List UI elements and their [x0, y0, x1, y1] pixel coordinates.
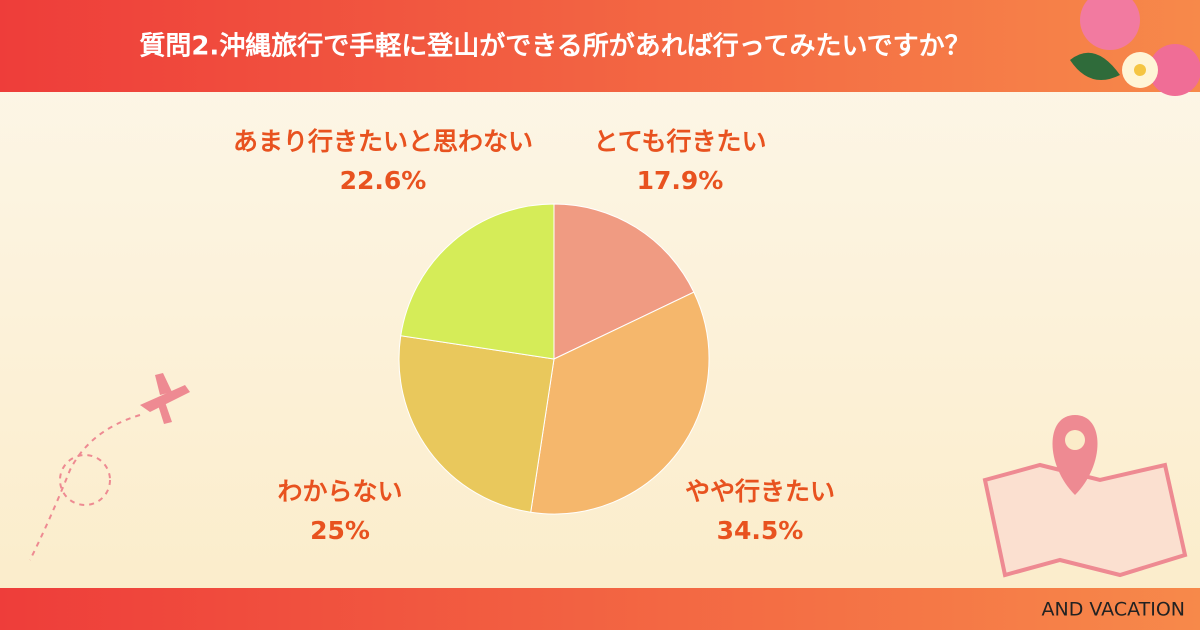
airplane-decoration — [29, 373, 190, 561]
pie-slice — [398, 335, 555, 513]
chart-title: 質問2.沖縄旅行で手軽に登山ができる所があれば行ってみたいですか？ — [139, 31, 970, 62]
header-band — [0, 0, 1200, 92]
pie-slice — [553, 203, 695, 360]
flower-decoration — [1070, 0, 1200, 96]
slice-label: わからない — [277, 477, 402, 506]
value-label: 25% — [310, 516, 370, 545]
slice-label: やや行きたい — [685, 477, 835, 506]
value-label: 34.5% — [717, 516, 804, 545]
value-label: 22.6% — [340, 166, 427, 195]
slice-label: あまり行きたいと思わない — [233, 127, 533, 156]
footer-band — [0, 588, 1200, 630]
pie-slice — [530, 291, 710, 515]
value-label: 17.9% — [637, 166, 724, 195]
credit: AND VACATION — [1042, 599, 1186, 621]
slice-label: とても行きたい — [593, 127, 766, 156]
pie-slice — [400, 203, 555, 360]
map-decoration — [982, 415, 1188, 578]
